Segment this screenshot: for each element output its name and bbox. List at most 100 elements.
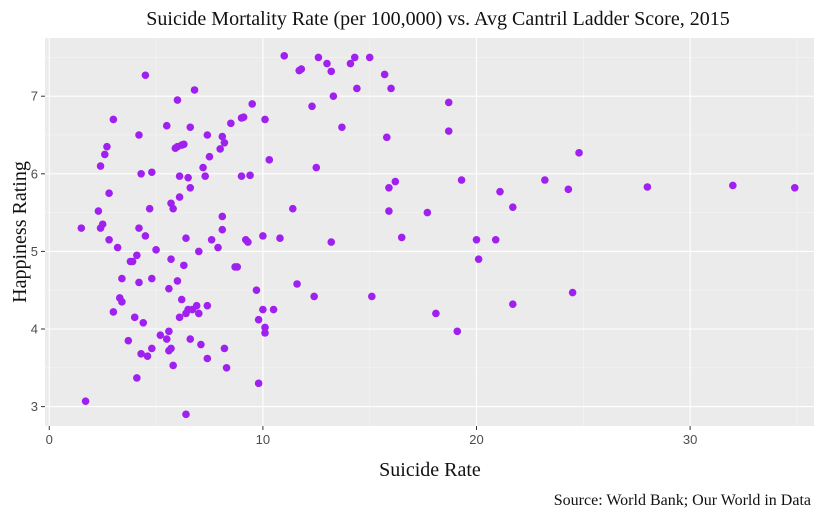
data-point <box>169 204 177 213</box>
data-point <box>197 340 205 349</box>
data-point <box>323 59 331 68</box>
data-point <box>169 361 177 370</box>
data-point <box>195 309 203 318</box>
data-point <box>203 301 212 310</box>
data-point <box>156 331 165 340</box>
data-point <box>338 123 346 132</box>
data-point <box>237 172 246 180</box>
data-point <box>137 350 145 358</box>
y-axis-ticks: 3 4 5 6 7 <box>31 89 45 414</box>
data-point <box>387 84 395 93</box>
data-point <box>432 309 440 318</box>
data-point <box>141 71 150 80</box>
data-point <box>248 100 257 108</box>
data-point <box>327 67 336 76</box>
data-point <box>382 133 391 142</box>
y-tick-label: 4 <box>31 322 38 337</box>
data-point <box>148 344 156 353</box>
data-point <box>564 185 573 194</box>
data-point <box>297 65 306 73</box>
data-point <box>133 374 141 382</box>
data-point <box>310 292 318 301</box>
data-point <box>148 168 156 177</box>
data-point <box>472 235 481 244</box>
data-point <box>457 176 466 184</box>
data-point <box>218 132 227 141</box>
data-point <box>729 181 737 190</box>
data-point <box>180 261 188 270</box>
data-point <box>233 263 242 271</box>
data-point <box>474 255 483 263</box>
data-point <box>509 203 517 211</box>
data-point <box>643 183 652 191</box>
x-tick-label: 10 <box>256 432 270 447</box>
x-axis-ticks: 0 10 20 30 <box>46 426 697 447</box>
data-point <box>496 187 504 196</box>
data-point <box>141 232 150 240</box>
data-point <box>135 131 143 139</box>
data-point <box>575 149 583 157</box>
data-point <box>175 193 184 201</box>
data-point <box>118 274 126 283</box>
x-tick-label: 20 <box>469 432 483 447</box>
data-point <box>167 344 175 353</box>
data-point <box>190 86 199 94</box>
y-tick-label: 5 <box>31 244 38 259</box>
data-point <box>199 163 207 172</box>
data-point <box>105 235 113 244</box>
data-point <box>265 156 274 164</box>
y-tick-label: 6 <box>31 166 38 181</box>
data-point <box>280 52 289 60</box>
data-point <box>391 177 400 186</box>
data-point <box>109 115 118 124</box>
data-point <box>239 113 248 121</box>
data-point <box>173 277 182 285</box>
data-point <box>177 295 186 304</box>
data-point <box>423 208 432 217</box>
data-point <box>173 96 182 104</box>
data-point <box>175 172 184 180</box>
data-point <box>261 323 269 332</box>
data-point <box>186 335 195 343</box>
data-point <box>308 102 316 111</box>
data-point <box>94 207 103 215</box>
data-point <box>269 305 278 314</box>
data-point <box>203 131 212 139</box>
data-point <box>491 235 500 244</box>
data-point <box>312 163 321 172</box>
data-point <box>254 315 263 324</box>
plot-panel <box>45 38 814 426</box>
data-point <box>96 162 105 170</box>
data-point <box>444 98 453 107</box>
data-point <box>167 255 175 263</box>
y-tick-label: 3 <box>31 399 38 414</box>
data-point <box>314 53 323 62</box>
data-point <box>214 243 222 252</box>
data-point <box>368 292 376 301</box>
data-point <box>568 288 577 297</box>
data-point <box>201 172 210 180</box>
data-point <box>288 204 297 213</box>
data-point <box>139 318 148 327</box>
data-point <box>77 224 86 232</box>
grid-major <box>45 38 814 426</box>
data-point <box>128 257 137 266</box>
data-point <box>261 115 269 124</box>
data-point <box>143 352 152 360</box>
data-point <box>207 235 216 244</box>
data-point <box>101 150 109 159</box>
data-point <box>203 354 212 363</box>
data-point <box>380 70 389 79</box>
data-point <box>222 364 231 372</box>
data-point <box>246 171 254 180</box>
data-point <box>541 176 549 184</box>
data-point <box>175 313 184 322</box>
data-point <box>365 53 374 62</box>
data-point <box>148 274 156 283</box>
y-axis-title: Happiness Rating <box>9 161 31 303</box>
data-point <box>397 233 406 242</box>
data-point <box>385 207 393 215</box>
grid-minor <box>45 38 814 426</box>
data-point <box>145 204 154 213</box>
